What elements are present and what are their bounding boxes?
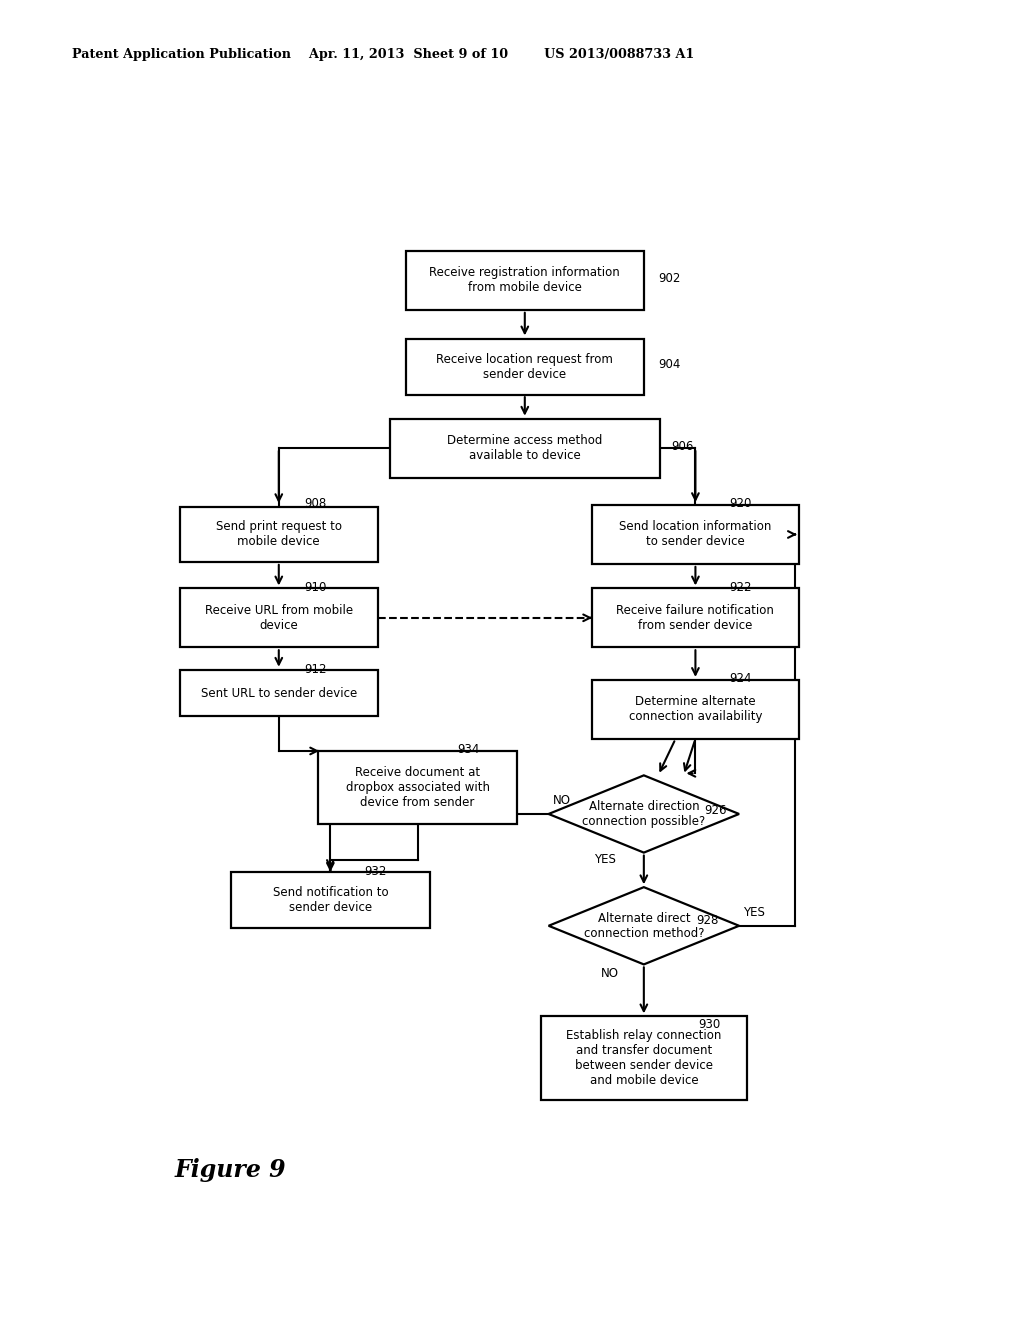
Text: Determine alternate
connection availability: Determine alternate connection availabil… — [629, 696, 762, 723]
Text: 926: 926 — [705, 804, 727, 817]
Text: 922: 922 — [729, 581, 752, 594]
Bar — [592, 506, 799, 564]
Bar — [592, 680, 799, 739]
Text: Establish relay connection
and transfer document
between sender device
and mobil: Establish relay connection and transfer … — [566, 1028, 722, 1086]
Text: 908: 908 — [304, 498, 327, 511]
Text: YES: YES — [594, 853, 616, 866]
Bar — [390, 418, 659, 478]
Text: Send location information
to sender device: Send location information to sender devi… — [620, 520, 772, 549]
Bar — [406, 251, 644, 310]
Bar — [541, 1016, 748, 1100]
Text: Receive failure notification
from sender device: Receive failure notification from sender… — [616, 603, 774, 632]
Text: Receive location request from
sender device: Receive location request from sender dev… — [436, 352, 613, 380]
Text: 932: 932 — [365, 866, 387, 878]
Polygon shape — [549, 887, 739, 965]
Text: Receive registration information
from mobile device: Receive registration information from mo… — [429, 267, 621, 294]
Bar — [179, 669, 378, 717]
Bar — [231, 873, 430, 928]
Text: Figure 9: Figure 9 — [174, 1159, 286, 1183]
Text: 912: 912 — [304, 663, 327, 676]
Bar — [406, 339, 644, 395]
Text: Alternate direction
connection possible?: Alternate direction connection possible? — [583, 800, 706, 828]
Text: 928: 928 — [696, 915, 719, 927]
Bar — [592, 589, 799, 647]
Text: YES: YES — [743, 906, 765, 919]
Text: Receive URL from mobile
device: Receive URL from mobile device — [205, 603, 353, 632]
Text: 904: 904 — [658, 358, 681, 371]
Text: Receive document at
dropbox associated with
device from sender: Receive document at dropbox associated w… — [346, 766, 489, 809]
Bar — [179, 507, 378, 562]
Text: NO: NO — [553, 793, 570, 807]
Text: 910: 910 — [304, 581, 327, 594]
Text: Send print request to
mobile device: Send print request to mobile device — [216, 520, 342, 549]
Text: Send notification to
sender device: Send notification to sender device — [272, 886, 388, 915]
Polygon shape — [549, 775, 739, 853]
Text: NO: NO — [600, 968, 618, 981]
Text: Sent URL to sender device: Sent URL to sender device — [201, 686, 357, 700]
Text: 902: 902 — [658, 272, 681, 285]
Text: 934: 934 — [458, 743, 479, 756]
Text: 930: 930 — [697, 1018, 720, 1031]
Text: Determine access method
available to device: Determine access method available to dev… — [447, 434, 602, 462]
Text: 920: 920 — [729, 498, 752, 511]
Text: 924: 924 — [729, 672, 752, 685]
Text: 906: 906 — [672, 440, 694, 453]
Text: Alternate direct
connection method?: Alternate direct connection method? — [584, 912, 705, 940]
Bar — [318, 751, 517, 824]
Bar — [179, 589, 378, 647]
Text: Patent Application Publication    Apr. 11, 2013  Sheet 9 of 10        US 2013/00: Patent Application Publication Apr. 11, … — [72, 48, 694, 61]
